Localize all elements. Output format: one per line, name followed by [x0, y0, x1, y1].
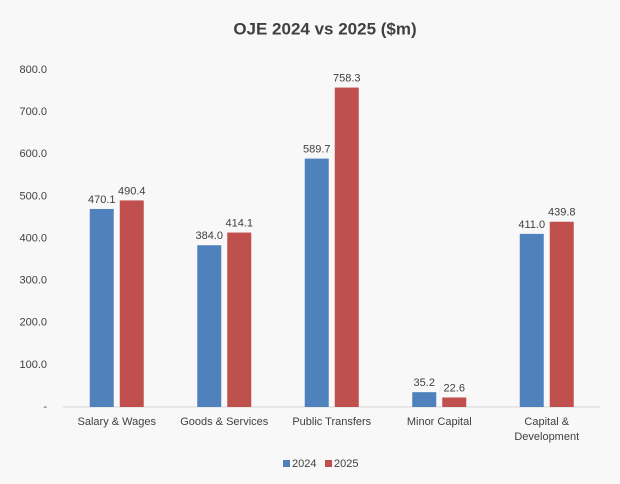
bar	[119, 200, 144, 407]
data-label: 589.7	[303, 143, 331, 155]
bar	[227, 232, 252, 407]
y-tick-label: 500.0	[19, 190, 47, 202]
y-tick-label: 700.0	[19, 106, 47, 118]
data-label: 439.8	[548, 207, 576, 219]
data-label: 470.1	[88, 194, 116, 206]
legend-label: 2025	[334, 458, 358, 470]
legend-swatch	[283, 460, 290, 467]
bar	[442, 397, 467, 407]
y-tick-label: 800.0	[19, 64, 47, 76]
x-tick-label: Public Transfers	[292, 416, 372, 428]
bar	[197, 245, 222, 407]
bar	[334, 87, 359, 407]
data-label: 758.3	[333, 72, 361, 84]
data-label: 384.0	[195, 230, 223, 242]
y-tick-label: 400.0	[19, 232, 47, 244]
legend-label: 2024	[292, 458, 316, 470]
data-label: 414.1	[225, 217, 253, 229]
data-label: 490.4	[118, 185, 146, 197]
y-tick-label: 300.0	[19, 275, 47, 287]
data-label: 22.6	[444, 382, 465, 394]
bar	[549, 221, 574, 407]
bar	[304, 158, 329, 407]
x-tick-label: Capital & Development	[514, 416, 580, 443]
y-tick-label: -	[43, 401, 47, 413]
y-tick-label: 200.0	[19, 317, 47, 329]
bar	[412, 392, 437, 407]
x-tick-label: Minor Capital	[406, 416, 472, 428]
data-label: 35.2	[414, 377, 435, 389]
x-tick-label: Goods & Services	[180, 416, 269, 428]
y-tick-label: 600.0	[19, 148, 47, 160]
x-tick-label: Salary & Wages	[77, 416, 156, 428]
legend-swatch	[325, 460, 332, 467]
y-tick-label: 100.0	[19, 359, 47, 371]
data-label: 411.0	[518, 219, 545, 231]
chart-title: OJE 2024 vs 2025 ($m)	[233, 19, 416, 38]
bar	[519, 233, 544, 407]
bar	[89, 208, 114, 407]
